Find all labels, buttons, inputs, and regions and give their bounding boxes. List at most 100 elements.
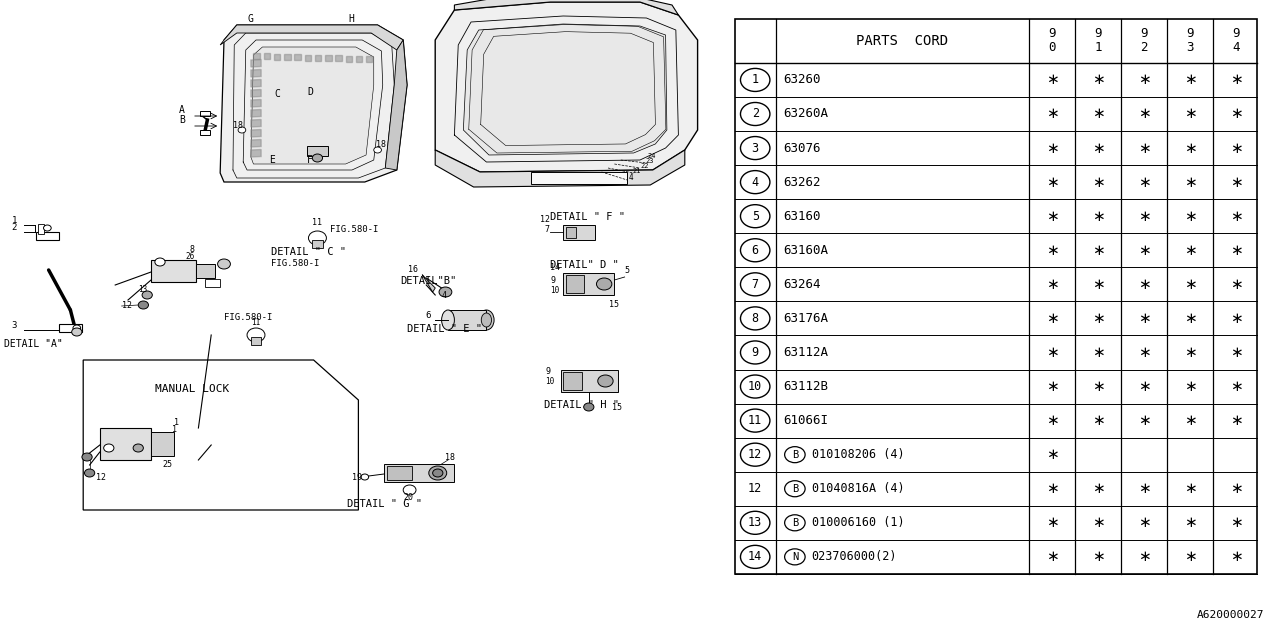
Text: ∗: ∗ (1184, 481, 1197, 496)
Bar (59, 324, 82, 332)
Polygon shape (251, 47, 374, 164)
Text: 1: 1 (174, 418, 179, 427)
Text: 4: 4 (442, 291, 447, 300)
Text: ∗: ∗ (1092, 549, 1105, 564)
Text: MANUAL LOCK: MANUAL LOCK (155, 384, 229, 394)
Polygon shape (435, 2, 698, 172)
Text: 8: 8 (189, 245, 195, 254)
Circle shape (429, 466, 447, 480)
Text: ∗: ∗ (1230, 277, 1243, 292)
Text: 24: 24 (648, 153, 657, 159)
Text: ∗: ∗ (1230, 481, 1243, 496)
Bar (563, 225, 595, 240)
Text: 10: 10 (550, 286, 559, 295)
Bar (205, 279, 220, 287)
Text: DETAIL "A": DETAIL "A" (4, 339, 63, 349)
Text: 10: 10 (748, 380, 763, 393)
Circle shape (72, 328, 82, 336)
Polygon shape (251, 140, 261, 147)
Text: G: G (247, 14, 253, 24)
Text: ∗: ∗ (1138, 515, 1151, 531)
Circle shape (598, 375, 613, 387)
Polygon shape (251, 70, 261, 77)
Text: 2: 2 (751, 108, 759, 120)
Text: 7: 7 (751, 278, 759, 291)
Text: 010006160 (1): 010006160 (1) (812, 516, 904, 529)
Text: 5: 5 (625, 266, 630, 275)
Text: D: D (307, 87, 314, 97)
Text: 11: 11 (748, 414, 763, 427)
Text: 3: 3 (12, 321, 17, 330)
Text: 1: 1 (751, 74, 759, 86)
Text: 18: 18 (233, 121, 243, 130)
Text: DETAIL"B": DETAIL"B" (401, 276, 457, 286)
Circle shape (73, 325, 81, 331)
Circle shape (218, 259, 230, 269)
Bar (200, 111, 210, 116)
Text: ∗: ∗ (1230, 209, 1243, 224)
Text: 11: 11 (251, 318, 261, 327)
Text: ∗: ∗ (1046, 243, 1059, 258)
Text: ∗: ∗ (1184, 106, 1197, 122)
Text: 01040816A (4): 01040816A (4) (812, 482, 904, 495)
Polygon shape (220, 25, 403, 50)
Text: 2: 2 (12, 223, 17, 232)
Circle shape (142, 291, 152, 299)
Bar (561, 370, 618, 392)
Text: 4: 4 (751, 175, 759, 189)
Text: ∗: ∗ (1138, 72, 1151, 88)
Text: ∗: ∗ (1046, 141, 1059, 156)
Text: ∗: ∗ (1184, 345, 1197, 360)
Polygon shape (335, 56, 342, 61)
Text: ∗: ∗ (1092, 243, 1105, 258)
Polygon shape (463, 24, 667, 155)
Text: 9: 9 (550, 276, 556, 285)
Bar (151, 432, 174, 456)
Text: 6: 6 (425, 311, 430, 320)
Text: ∗: ∗ (1092, 413, 1105, 428)
Circle shape (403, 485, 416, 495)
Text: ∗: ∗ (1092, 481, 1105, 496)
Text: DETAIL " E ": DETAIL " E " (407, 324, 483, 334)
Text: ∗: ∗ (1092, 379, 1105, 394)
Text: 63260A: 63260A (783, 108, 828, 120)
Text: 13: 13 (138, 285, 147, 294)
Text: ∗: ∗ (1230, 413, 1243, 428)
Bar (200, 130, 210, 135)
Text: DETAIL " F ": DETAIL " F " (550, 212, 626, 222)
Text: DETAIL " C ": DETAIL " C " (271, 247, 347, 257)
Bar (563, 372, 582, 390)
Text: ∗: ∗ (1046, 481, 1059, 496)
Text: 19: 19 (352, 473, 362, 482)
Text: 13: 13 (748, 516, 763, 529)
Bar (384, 464, 454, 482)
Circle shape (238, 127, 246, 133)
Text: 21: 21 (632, 168, 641, 174)
Polygon shape (435, 150, 685, 187)
Text: 12: 12 (122, 301, 132, 310)
Circle shape (312, 154, 323, 162)
Text: ∗: ∗ (1046, 209, 1059, 224)
Text: ∗: ∗ (1138, 481, 1151, 496)
Text: ∗: ∗ (1046, 311, 1059, 326)
Text: 9: 9 (545, 367, 550, 376)
Circle shape (439, 287, 452, 297)
Text: 63260: 63260 (783, 74, 820, 86)
Text: B: B (792, 450, 797, 460)
Text: ∗: ∗ (1138, 141, 1151, 156)
Text: 63076: 63076 (783, 141, 820, 155)
Circle shape (44, 225, 51, 231)
Polygon shape (251, 60, 261, 67)
Ellipse shape (481, 313, 492, 327)
Circle shape (104, 444, 114, 452)
Polygon shape (251, 79, 261, 87)
Text: ∗: ∗ (1138, 379, 1151, 394)
Text: ∗: ∗ (1138, 549, 1151, 564)
Text: 7: 7 (544, 225, 549, 234)
Text: ∗: ∗ (1184, 72, 1197, 88)
Text: 10: 10 (545, 377, 554, 386)
Text: ∗: ∗ (1230, 243, 1243, 258)
Polygon shape (385, 40, 407, 170)
Text: F: F (307, 155, 314, 165)
Text: ∗: ∗ (1138, 175, 1151, 189)
